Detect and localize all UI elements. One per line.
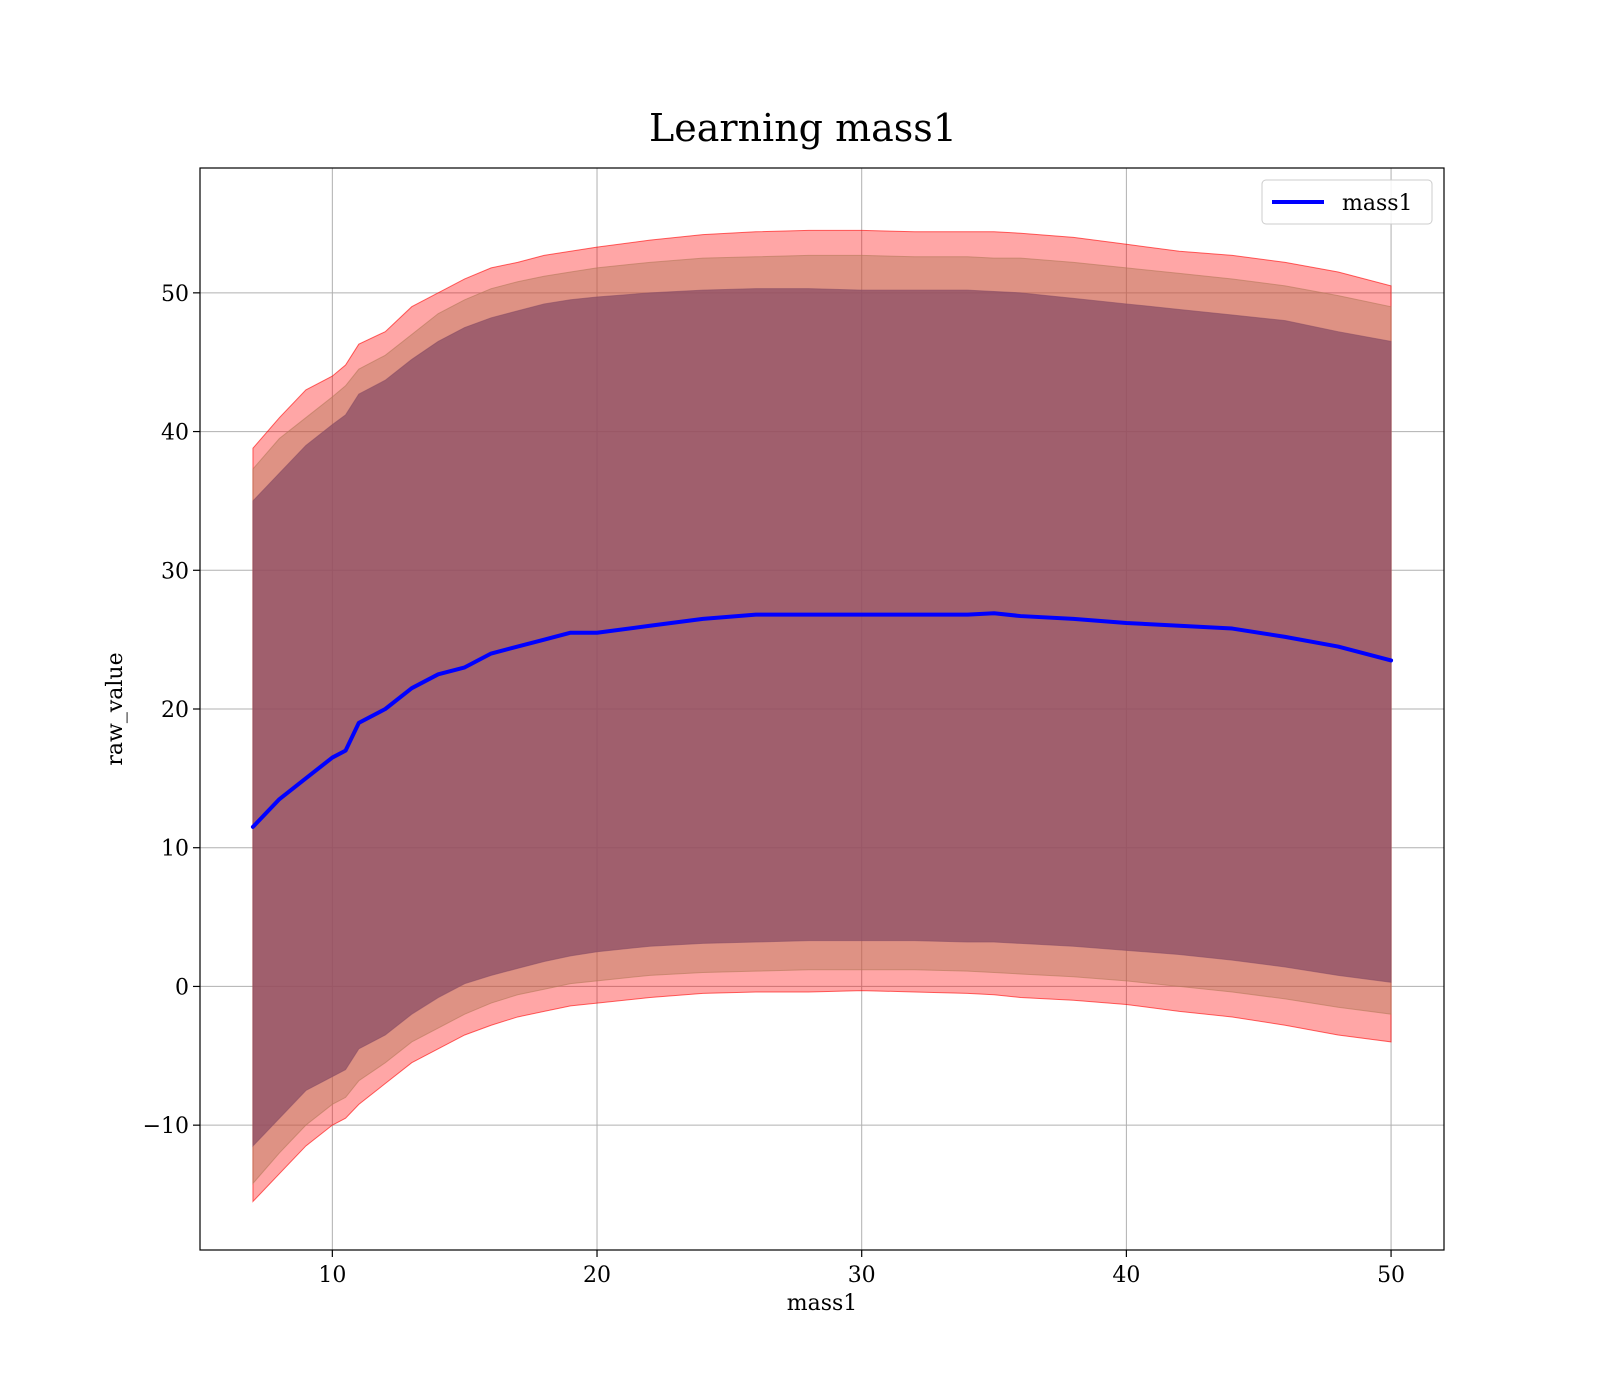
x-axis-ticks: 10 20 30 40 50 xyxy=(318,1250,1405,1288)
x-tick-label-3: 40 xyxy=(1112,1263,1140,1288)
confidence-bands xyxy=(252,229,1392,1203)
chart-title: Learning mass1 xyxy=(649,106,957,150)
legend-label-mass1: mass1 xyxy=(1342,191,1413,216)
y-tick-label-1: 0 xyxy=(175,975,189,1000)
x-tick-label-0: 10 xyxy=(318,1263,346,1288)
x-tick-label-4: 50 xyxy=(1377,1263,1405,1288)
y-tick-label-6: 50 xyxy=(161,282,189,307)
y-axis-label: raw_value xyxy=(103,652,128,765)
y-tick-label-3: 20 xyxy=(161,698,189,723)
legend-box xyxy=(1261,179,1433,225)
band-2 xyxy=(252,288,1392,1148)
legend: mass1 xyxy=(1261,179,1433,225)
y-tick-label-5: 40 xyxy=(161,421,189,446)
x-tick-label-1: 20 xyxy=(583,1263,611,1288)
y-tick-label-0: −10 xyxy=(143,1114,189,1139)
y-axis-ticks: −10 0 10 20 30 40 50 xyxy=(143,282,200,1139)
series-lines xyxy=(250,611,1394,829)
y-tick-label-4: 30 xyxy=(161,559,189,584)
x-tick-label-2: 30 xyxy=(848,1263,876,1288)
y-tick-label-2: 10 xyxy=(161,837,189,862)
series-line-mass1 xyxy=(250,611,1394,829)
x-axis-label: mass1 xyxy=(787,1291,858,1316)
